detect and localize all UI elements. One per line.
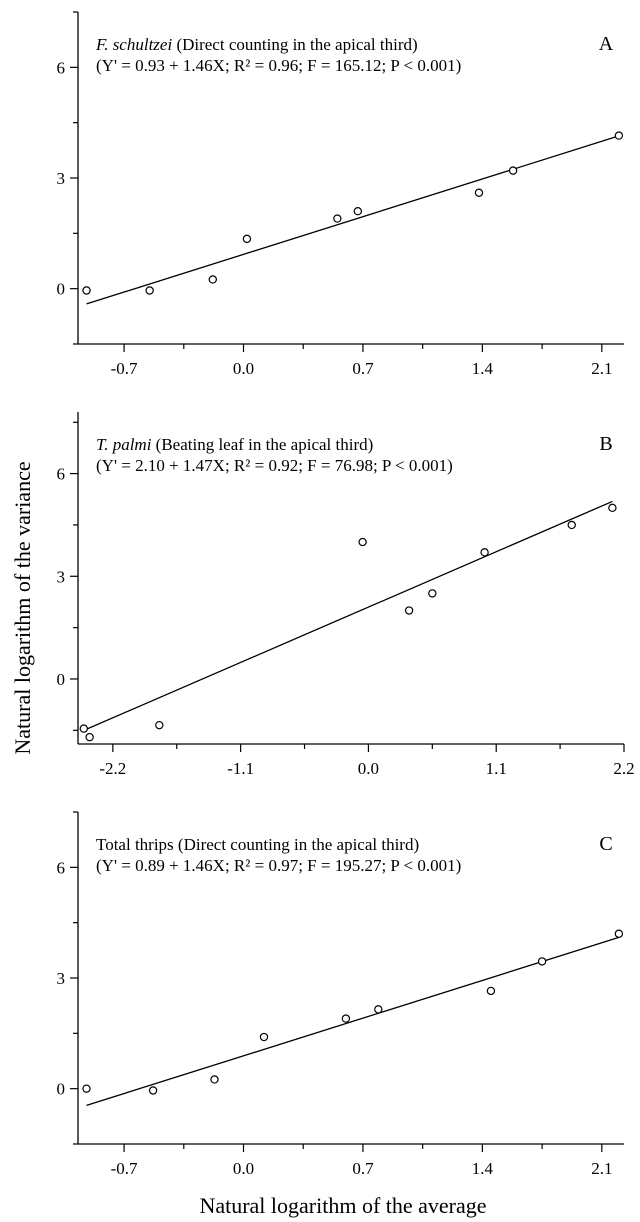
y-tick-label: 0 [57, 1080, 66, 1099]
data-point [486, 986, 496, 996]
panel-b: -2.2 -1.1 0.0 1.1 2.2 0 3 6 T. palmi (Beating le… [57, 412, 635, 778]
regression-line [86, 135, 620, 305]
data-point [155, 720, 164, 730]
x-tick-label: -0.7 [111, 1159, 138, 1178]
y-axis-title: Natural logarithm of the variance [10, 461, 35, 754]
data-point [508, 166, 518, 175]
y-tick-label: 0 [57, 280, 66, 299]
x-tick-label: 0.0 [233, 359, 254, 378]
data-point [341, 1014, 351, 1023]
x-tick-label: 0.7 [352, 359, 374, 378]
panel-title-species: T. palmi [96, 435, 152, 454]
panel-title: Total thrips (Direct counting in the api… [96, 835, 419, 854]
x-tick-label: 2.1 [591, 1159, 612, 1178]
x-tick-label: 0.7 [352, 1159, 374, 1178]
data-point [614, 929, 624, 938]
panel-title: T. palmi (Beating leaf in the apical thi… [96, 435, 373, 454]
panel-letter: C [599, 833, 612, 855]
panel-equation: (Y' = 0.89 + 1.46X; R² = 0.97; F = 195.2… [96, 856, 461, 875]
data-point [333, 214, 342, 223]
data-point [614, 131, 624, 140]
y-tick-label: 3 [57, 567, 66, 586]
panel-letter: B [599, 433, 612, 455]
x-tick-label: 1.1 [486, 759, 507, 778]
panel-title-method: Total thrips (Direct counting in the api… [96, 835, 419, 854]
panel-title-method: (Direct counting in the apical third) [172, 35, 417, 54]
data-point [210, 1075, 219, 1084]
x-tick-label: 1.4 [472, 359, 494, 378]
data-point [242, 234, 252, 244]
data-point [82, 286, 91, 295]
y-tick-label: 6 [57, 58, 66, 77]
data-point [79, 724, 89, 733]
panel-letter: A [599, 33, 614, 55]
x-tick-label: 0.0 [358, 759, 379, 778]
y-tick-label: 6 [57, 858, 66, 877]
x-tick-label: -1.1 [227, 759, 254, 778]
panel-title-species: F. schultzei [95, 35, 172, 54]
panel-c: -0.7 0.0 0.7 1.4 2.1 0 3 6 Total thrips (Direct … [57, 811, 624, 1178]
data-point [608, 503, 617, 513]
panel-equation: (Y' = 2.10 + 1.47X; R² = 0.92; F = 76.98… [96, 456, 453, 475]
x-tick-label: -0.7 [111, 359, 138, 378]
panel-title-method: (Beating leaf in the apical third) [151, 435, 373, 454]
data-point [259, 1032, 269, 1042]
data-point [82, 1084, 91, 1093]
data-point [353, 206, 363, 216]
data-point [374, 1005, 383, 1014]
data-point [537, 957, 547, 966]
y-tick-label: 3 [57, 969, 66, 988]
regression-line [86, 936, 620, 1107]
x-tick-label: 2.1 [591, 359, 612, 378]
data-point [428, 589, 437, 598]
data-point [474, 188, 484, 197]
x-tick-label: -2.2 [99, 759, 126, 778]
y-tick-label: 6 [57, 465, 66, 484]
data-point [358, 537, 367, 547]
y-tick-label: 3 [57, 169, 66, 188]
data-point [145, 286, 154, 295]
x-tick-label: 0.0 [233, 1159, 254, 1178]
regression-line [83, 500, 613, 731]
data-point [148, 1086, 158, 1095]
panel-title: F. schultzei (Direct counting in the api… [95, 35, 418, 54]
data-point [208, 275, 217, 284]
x-axis-title: Natural logarithm of the average [199, 1193, 486, 1218]
x-tick-label: 2.2 [613, 759, 634, 778]
panel-equation: (Y' = 0.93 + 1.46X; R² = 0.96; F = 165.1… [96, 56, 461, 75]
chart-panels: -0.7 0.0 0.7 1.4 2.1 0 3 6 F. schultzei (Direct … [57, 11, 635, 1178]
data-point [404, 606, 414, 615]
x-tick-label: 1.4 [472, 1159, 494, 1178]
data-point [480, 548, 489, 557]
data-point [567, 520, 576, 530]
y-tick-label: 0 [57, 670, 66, 689]
panel-a: -0.7 0.0 0.7 1.4 2.1 0 3 6 F. schultzei (Direct … [57, 11, 624, 378]
data-point [85, 732, 94, 742]
